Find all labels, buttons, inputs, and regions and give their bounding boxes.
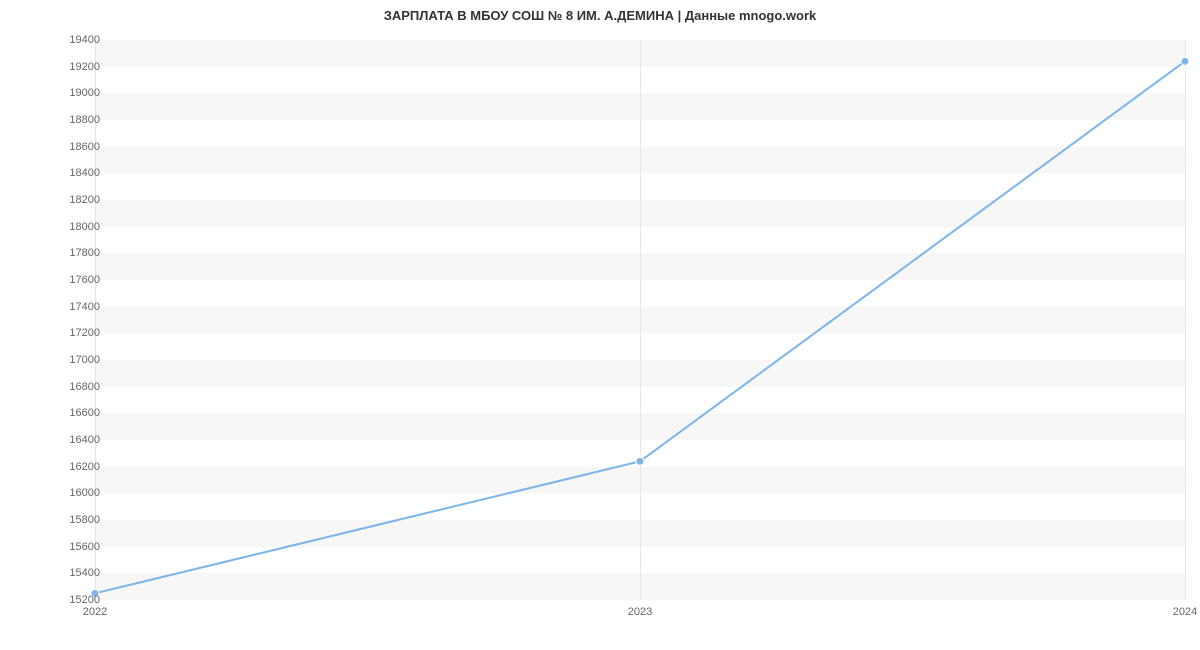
y-tick-label: 15800 xyxy=(40,514,100,526)
x-tick-label: 2024 xyxy=(1173,606,1197,618)
series-line xyxy=(95,61,1185,593)
y-tick-label: 18200 xyxy=(40,194,100,206)
chart-title: ЗАРПЛАТА В МБОУ СОШ № 8 ИМ. А.ДЕМИНА | Д… xyxy=(0,0,1200,31)
y-tick-label: 19200 xyxy=(40,61,100,73)
plot-area xyxy=(95,40,1185,600)
y-tick-label: 18400 xyxy=(40,167,100,179)
y-tick-label: 15400 xyxy=(40,567,100,579)
x-tick-label: 2023 xyxy=(628,606,652,618)
y-tick-label: 16600 xyxy=(40,407,100,419)
x-grid-line xyxy=(1185,40,1186,600)
x-tick-label: 2022 xyxy=(83,606,107,618)
y-tick-label: 16800 xyxy=(40,381,100,393)
y-tick-label: 17800 xyxy=(40,247,100,259)
y-tick-label: 19000 xyxy=(40,87,100,99)
y-tick-label: 19400 xyxy=(40,34,100,46)
y-tick-label: 18000 xyxy=(40,221,100,233)
y-tick-label: 17000 xyxy=(40,354,100,366)
y-tick-label: 16200 xyxy=(40,461,100,473)
y-tick-label: 17600 xyxy=(40,274,100,286)
line-layer xyxy=(95,40,1185,600)
y-tick-label: 17200 xyxy=(40,327,100,339)
chart-container: ЗАРПЛАТА В МБОУ СОШ № 8 ИМ. А.ДЕМИНА | Д… xyxy=(0,0,1200,650)
series-marker xyxy=(636,457,644,465)
y-tick-label: 16400 xyxy=(40,434,100,446)
y-tick-label: 17400 xyxy=(40,301,100,313)
series-marker xyxy=(1181,57,1189,65)
y-tick-label: 18800 xyxy=(40,114,100,126)
y-tick-label: 18600 xyxy=(40,141,100,153)
y-tick-label: 15600 xyxy=(40,541,100,553)
y-tick-label: 16000 xyxy=(40,487,100,499)
y-tick-label: 15200 xyxy=(40,594,100,606)
